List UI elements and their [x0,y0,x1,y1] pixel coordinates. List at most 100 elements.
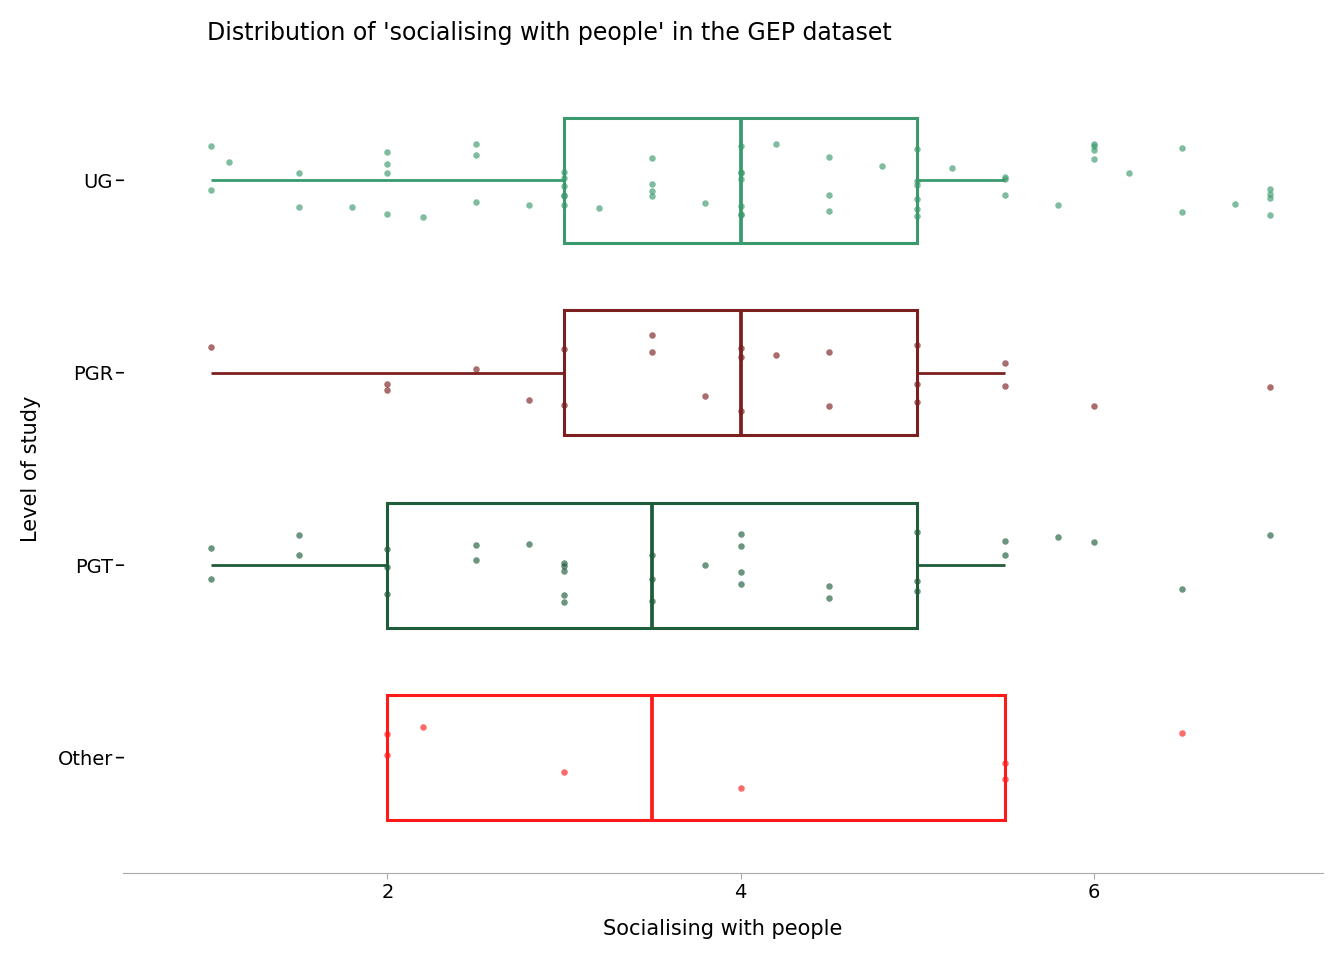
Point [554,556,575,571]
Point [995,169,1016,184]
Point [289,199,310,214]
Point [906,202,927,217]
Point [1259,186,1281,202]
Point [995,756,1016,771]
Point [465,136,487,152]
Point [1171,726,1192,741]
Point [730,780,751,795]
Point [906,376,927,392]
Point [641,183,663,199]
Point [554,197,575,212]
Point [995,187,1016,203]
Point [200,571,222,587]
Point [906,208,927,224]
Point [554,171,575,186]
Point [906,395,927,410]
Point [1083,142,1105,157]
Point [730,172,751,187]
Point [641,572,663,588]
X-axis label: Socialising with people: Socialising with people [603,919,843,939]
Point [1047,197,1068,212]
Point [730,538,751,553]
Point [730,165,751,180]
Point [517,393,539,408]
Point [554,188,575,204]
Point [995,378,1016,394]
Point [765,136,786,152]
Point [341,199,363,214]
Y-axis label: Level of study: Level of study [22,396,40,542]
Point [289,528,310,543]
Point [218,155,239,170]
Point [641,344,663,359]
Point [1083,398,1105,414]
Point [376,165,398,180]
Point [1259,181,1281,197]
Point [1083,136,1105,152]
Point [730,198,751,213]
Point [1171,140,1192,156]
Point [995,771,1016,786]
Point [465,195,487,210]
Point [1083,139,1105,155]
Point [413,209,434,225]
Point [1259,527,1281,542]
Point [1083,534,1105,549]
Point [730,564,751,580]
Point [1171,582,1192,597]
Point [995,547,1016,563]
Point [1224,196,1246,211]
Point [376,587,398,602]
Point [589,201,610,216]
Point [818,345,840,360]
Point [641,188,663,204]
Point [554,178,575,193]
Point [376,156,398,172]
Point [376,206,398,222]
Point [641,176,663,191]
Point [1259,207,1281,223]
Point [289,165,310,180]
Point [554,558,575,573]
Point [554,564,575,579]
Point [818,187,840,203]
Point [413,719,434,734]
Point [906,337,927,352]
Point [730,341,751,356]
Point [730,577,751,592]
Point [730,526,751,541]
Point [641,327,663,343]
Point [465,538,487,553]
Bar [564,118,917,243]
Point [995,355,1016,371]
Point [289,547,310,563]
Point [554,397,575,413]
Point [906,524,927,540]
Point [995,171,1016,186]
Point [554,164,575,180]
Point [641,547,663,563]
Point [554,342,575,357]
Bar [387,503,917,628]
Point [906,178,927,193]
Point [906,173,927,188]
Point [517,197,539,212]
Point [818,578,840,593]
Point [376,727,398,742]
Point [200,540,222,555]
Point [871,158,892,174]
Point [554,764,575,780]
Point [376,747,398,762]
Point [730,349,751,365]
Point [906,574,927,589]
Point [1259,379,1281,395]
Point [730,403,751,419]
Point [906,191,927,206]
Bar [387,695,1005,820]
Point [906,141,927,156]
Point [995,534,1016,549]
Point [818,204,840,219]
Point [376,382,398,397]
Point [695,557,716,572]
Bar [564,310,917,435]
